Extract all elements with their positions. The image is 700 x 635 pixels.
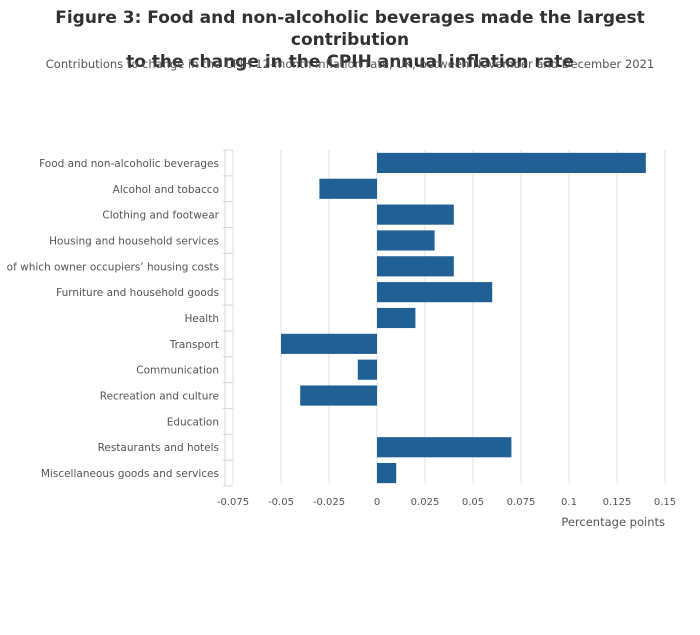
x-axis-title: Percentage points (561, 515, 665, 529)
category-label: Miscellaneous goods and services (41, 468, 219, 480)
category-label: Education (167, 416, 219, 428)
x-tick-label: -0.075 (217, 497, 249, 508)
x-tick-label: 0.125 (603, 497, 632, 508)
bar (319, 178, 377, 199)
category-label: Alcohol and tobacco (113, 184, 219, 196)
chart-title-line-1: Figure 3: Food and non-alcoholic beverag… (55, 8, 645, 50)
category-label: Housing and household services (49, 235, 219, 247)
x-tick-label: -0.025 (313, 497, 345, 508)
category-label: Communication (136, 365, 219, 377)
chart-title: Figure 3: Food and non-alcoholic beverag… (0, 7, 700, 73)
category-label: Transport (169, 339, 219, 351)
category-label: of which owner occupiers’ housing costs (7, 261, 219, 273)
bar (377, 462, 397, 484)
bar (377, 282, 493, 303)
chart-title-line-2: to the change in the CPIH annual inflati… (126, 52, 574, 72)
bar (377, 307, 416, 329)
bar (377, 256, 454, 277)
x-tick-label: 0.025 (411, 497, 440, 508)
gridlines (232, 150, 666, 484)
category-label: Clothing and footwear (102, 210, 219, 222)
x-axis-ticks: -0.075 -0.05 -0.025 0 0.025 0.05 0.075 0.1 0.125… (217, 497, 676, 508)
bar (377, 204, 454, 225)
bar (300, 385, 377, 406)
x-tick-label: 0.05 (462, 497, 484, 508)
x-tick-label: 0.15 (654, 497, 676, 508)
bar (377, 230, 435, 251)
category-label: Food and non-alcoholic beverages (39, 158, 219, 170)
bar (281, 333, 377, 354)
x-tick-label: 0.075 (507, 497, 536, 508)
chart-subtitle: Contributions to change in the CPIH 12-m… (45, 57, 655, 71)
category-axis: Food and non-alcoholic beverages Alcohol … (7, 149, 233, 487)
x-tick-label: 0 (374, 497, 380, 508)
bar (377, 152, 646, 174)
category-label: Restaurants and hotels (98, 442, 219, 454)
category-label: Health (185, 313, 219, 325)
x-tick-label: -0.05 (268, 497, 294, 508)
bars (281, 152, 646, 484)
category-label: Furniture and household goods (56, 287, 219, 299)
bar (357, 359, 377, 380)
x-tick-label: 0.1 (561, 497, 577, 508)
category-label: Recreation and culture (100, 391, 219, 403)
bar (377, 437, 512, 458)
